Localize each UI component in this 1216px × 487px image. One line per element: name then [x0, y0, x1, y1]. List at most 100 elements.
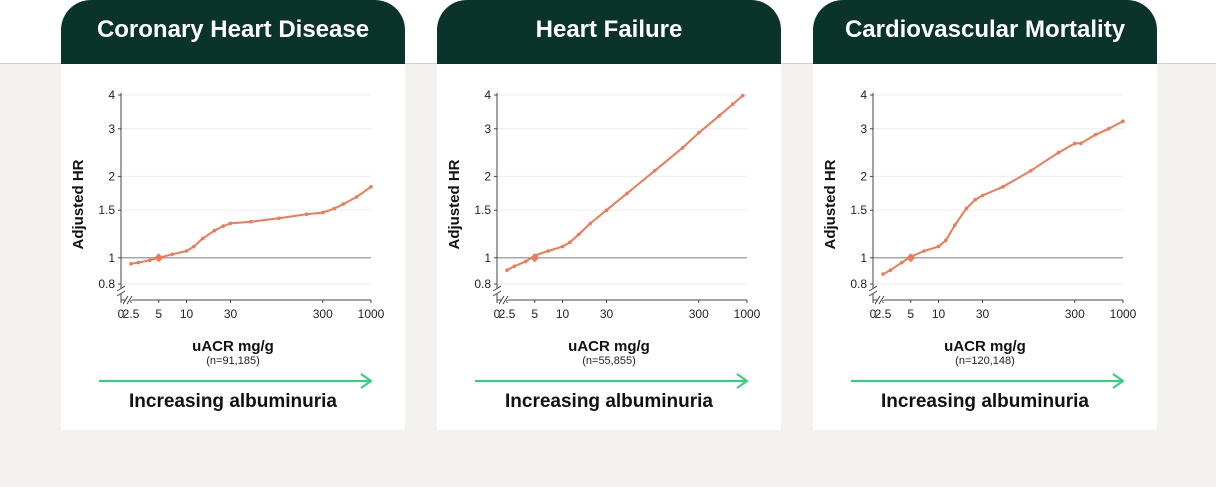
panel-title: Cardiovascular Mortality [844, 16, 1126, 43]
axis-break-mark [492, 285, 502, 292]
x-tick-label: 30 [224, 307, 238, 321]
reference-point-marker [906, 253, 916, 263]
x-tick-label: 0 [870, 307, 877, 321]
data-point [512, 264, 517, 269]
data-point [546, 249, 550, 253]
y-tick-label: 1 [484, 251, 491, 265]
data-point [922, 249, 926, 253]
x-tick-label: 5 [531, 307, 538, 321]
y-tick-label: 4 [108, 88, 115, 102]
line-chart: 0.8 1 1.5 2 3 4 02.5 5 10 30 300 1000 Adjusted HR [822, 88, 1137, 321]
x-tick-label: 0 [118, 307, 125, 321]
data-point [697, 131, 701, 135]
data-point [588, 221, 593, 226]
panel-header: Cardiovascular Mortality [813, 0, 1157, 64]
data-point [170, 252, 174, 257]
y-tick-label: 2 [108, 169, 115, 183]
series-line [882, 120, 1124, 275]
data-point [604, 208, 609, 212]
data-point [944, 238, 948, 243]
data-point [1001, 185, 1005, 189]
axis-break-mark [874, 295, 881, 305]
albuminuria-label: Increasing albuminuria [881, 391, 1089, 412]
reference-point-marker [530, 253, 540, 263]
albuminuria-label: Increasing albuminuria [505, 391, 713, 412]
data-point [730, 102, 735, 106]
axis-break-mark [126, 295, 133, 305]
panel-body [813, 64, 1157, 430]
y-axis-title: Adjusted HR [70, 159, 87, 249]
data-point [741, 93, 745, 98]
data-point [653, 168, 657, 173]
y-tick-label: 0.8 [850, 277, 867, 291]
y-axis-title: Adjusted HR [446, 159, 463, 249]
panel-title: Coronary Heart Disease [96, 16, 370, 43]
axis-break-mark [498, 295, 505, 305]
data-point [900, 260, 904, 265]
panel-body [61, 64, 405, 430]
x-tick-label: 30 [976, 307, 990, 321]
y-tick-label: 3 [484, 122, 491, 136]
line-chart: 0.8 1 1.5 2 3 4 02.5 5 10 30 300 1000 Adjusted HR [446, 88, 761, 321]
data-point [221, 224, 225, 228]
data-point [980, 193, 985, 198]
data-point [354, 195, 359, 199]
data-point [881, 272, 885, 276]
data-point [1121, 119, 1125, 123]
y-tick-label: 2 [484, 169, 491, 183]
data-point [1106, 127, 1111, 131]
x-tick-label: 10 [932, 307, 946, 321]
axis-break-mark [868, 290, 878, 297]
axis-break-mark [878, 295, 885, 305]
x-tick-label: 2.5 [123, 307, 140, 321]
data-point [304, 212, 309, 216]
y-tick-label: 1 [860, 251, 867, 265]
x-tick-label: 30 [600, 307, 614, 321]
data-point [184, 249, 189, 253]
data-point [212, 228, 217, 233]
data-point [888, 268, 893, 272]
x-tick-label: 10 [556, 307, 570, 321]
data-point [680, 146, 685, 150]
y-axis-title: Adjusted HR [822, 159, 839, 249]
x-axis-title: uACR mg/g [568, 338, 650, 355]
y-tick-label: 1.5 [850, 203, 867, 217]
panel-title: Heart Failure [535, 16, 683, 43]
data-point [936, 244, 941, 249]
x-axis-title: uACR mg/g [944, 338, 1026, 355]
data-point [577, 232, 581, 237]
line-chart: 0.8 1 1.5 2 3 4 02.5 5 10 30 300 1000 Adjusted HR [70, 88, 385, 321]
data-point [1093, 133, 1097, 137]
y-tick-label: 0.8 [474, 277, 491, 291]
data-point [964, 206, 969, 211]
x-tick-label: 5 [155, 307, 162, 321]
x-tick-label: 2.5 [499, 307, 516, 321]
data-point [277, 216, 281, 221]
arrow-right-icon [851, 373, 1125, 389]
axis-break-mark [492, 290, 502, 297]
data-point [341, 202, 346, 206]
y-tick-label: 4 [484, 88, 491, 102]
data-point [568, 240, 572, 245]
sample-size-label: (n=120,148) [955, 355, 1015, 367]
y-tick-label: 1.5 [98, 203, 115, 217]
data-point [201, 236, 205, 241]
data-point [369, 185, 373, 189]
x-tick-label: 2.5 [875, 307, 892, 321]
panel-header: Heart Failure [437, 0, 781, 64]
y-tick-label: 4 [860, 88, 867, 102]
axis-break-mark [116, 290, 126, 297]
x-tick-label: 300 [313, 307, 333, 321]
data-point [625, 191, 629, 196]
axis-break-mark [868, 285, 878, 292]
data-point [332, 206, 337, 211]
data-point [1073, 141, 1077, 146]
panel-body [437, 64, 781, 430]
y-tick-label: 1 [108, 251, 115, 265]
series-line [130, 185, 372, 265]
x-axis-title: uACR mg/g [192, 338, 274, 355]
y-tick-label: 2 [860, 169, 867, 183]
arrow-right-icon [99, 373, 373, 389]
arrow-right-icon [475, 373, 749, 389]
data-point [148, 258, 152, 262]
